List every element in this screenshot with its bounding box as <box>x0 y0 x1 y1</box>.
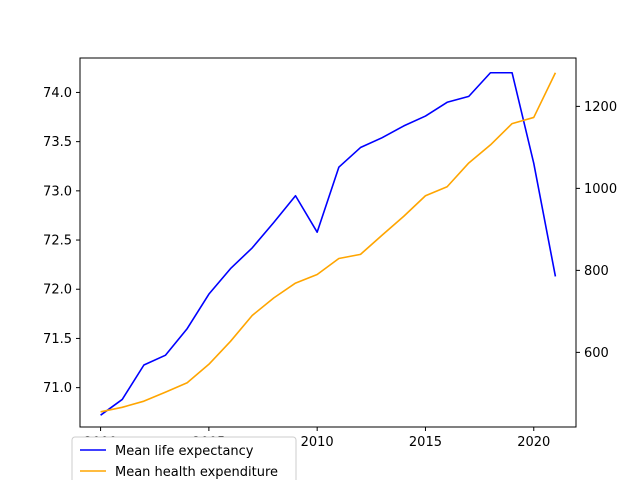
y-left-tick-label: 71.5 <box>43 332 72 347</box>
y-axis-left: 71.0 71.5 72.0 72.5 73.0 73.5 74.0 <box>43 86 80 396</box>
y-axis-right: 600 800 1000 1200 <box>576 100 617 361</box>
y-left-tick-label: 71.0 <box>43 381 72 396</box>
y-left-tick-label: 73.5 <box>43 135 72 150</box>
y-right-tick-label: 1000 <box>584 182 617 197</box>
y-right-tick-label: 1200 <box>584 100 617 115</box>
y-left-tick-label: 74.0 <box>43 86 72 101</box>
legend-label-life-expectancy: Mean life expectancy <box>115 444 254 459</box>
series-line-life-expectancy <box>100 71 557 416</box>
series-line-health-expenditure <box>100 72 557 413</box>
series-layer <box>100 71 557 416</box>
x-tick-label: 2015 <box>409 435 442 450</box>
y-right-tick-label: 600 <box>584 346 609 361</box>
y-left-tick-label: 73.0 <box>43 184 72 199</box>
y-right-tick-label: 800 <box>584 264 609 279</box>
legend-label-health-expenditure: Mean health expenditure <box>115 465 278 480</box>
x-tick-label: 2020 <box>517 435 550 450</box>
x-tick-label: 2010 <box>301 435 334 450</box>
y-left-tick-label: 72.0 <box>43 283 72 298</box>
plot-frame <box>79 57 577 428</box>
y-left-tick-label: 72.5 <box>43 234 72 249</box>
legend-box <box>71 436 297 480</box>
legend: Mean life expectancy Mean health expendi… <box>71 436 297 480</box>
